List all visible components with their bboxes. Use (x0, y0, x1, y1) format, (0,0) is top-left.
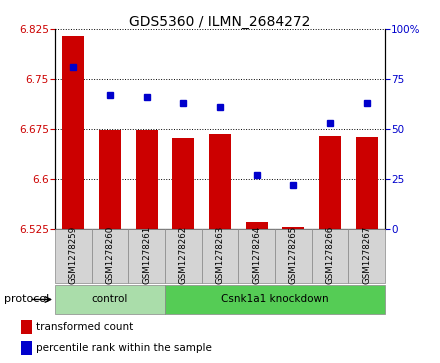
Bar (319, 135, 341, 229)
Text: GDS5360 / ILMN_2684272: GDS5360 / ILMN_2684272 (129, 15, 311, 29)
Bar (99, 130, 121, 229)
Bar (356, 137, 378, 229)
Text: GSM1278260: GSM1278260 (106, 226, 114, 284)
Bar (348, 229, 385, 283)
Bar (136, 130, 158, 229)
Bar (62, 36, 84, 229)
Bar (246, 222, 268, 229)
Text: GSM1278264: GSM1278264 (252, 226, 261, 284)
Text: protocol: protocol (4, 294, 50, 305)
Bar (165, 229, 202, 283)
Bar (128, 229, 165, 283)
Text: GSM1278267: GSM1278267 (362, 226, 371, 284)
Bar (55, 229, 92, 283)
Bar (172, 138, 194, 229)
Bar (275, 229, 312, 283)
Bar (209, 134, 231, 229)
Bar (55, 285, 165, 314)
Text: percentile rank within the sample: percentile rank within the sample (36, 343, 212, 353)
Bar (22, 341, 32, 355)
Text: GSM1278259: GSM1278259 (69, 226, 78, 284)
Text: GSM1278262: GSM1278262 (179, 226, 188, 284)
Bar (282, 227, 304, 229)
Text: GSM1278261: GSM1278261 (142, 226, 151, 284)
Text: transformed count: transformed count (36, 322, 133, 332)
Text: GSM1278265: GSM1278265 (289, 226, 298, 284)
Bar (202, 229, 238, 283)
Text: GSM1278263: GSM1278263 (216, 226, 224, 284)
Bar (312, 229, 348, 283)
Text: GSM1278266: GSM1278266 (326, 226, 334, 284)
Bar (92, 229, 128, 283)
Bar (165, 285, 385, 314)
Text: control: control (92, 294, 128, 304)
Bar (238, 229, 275, 283)
Text: Csnk1a1 knockdown: Csnk1a1 knockdown (221, 294, 329, 304)
Bar (22, 320, 32, 334)
